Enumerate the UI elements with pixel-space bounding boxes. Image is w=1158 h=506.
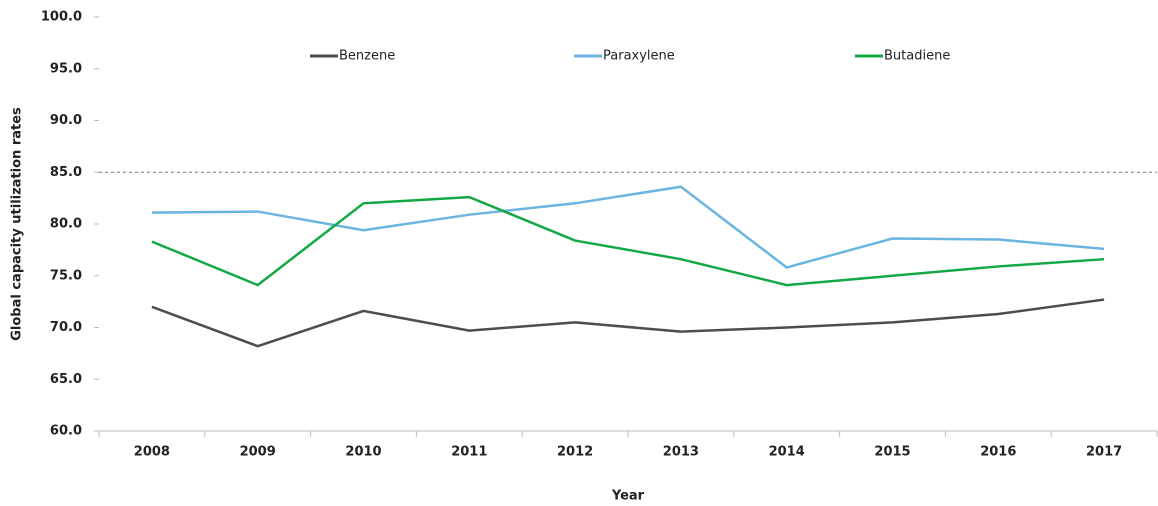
series-line	[151, 298, 1105, 348]
y-tick-label: 60.0	[50, 424, 82, 439]
y-tick-label: 75.0	[50, 268, 82, 283]
x-tick-label: 2013	[663, 445, 699, 460]
y-tick-label: 70.0	[50, 320, 82, 335]
legend-label: Butadiene	[884, 49, 950, 64]
legend-label: Benzene	[339, 49, 395, 64]
x-tick-label: 2015	[874, 445, 910, 460]
x-tick-label: 2011	[451, 445, 487, 460]
series-line	[151, 185, 1105, 269]
x-axis-label: Year	[611, 489, 645, 504]
x-tick-label: 2008	[134, 445, 170, 460]
x-tick-label: 2017	[1086, 445, 1122, 460]
y-tick-label: 90.0	[50, 113, 82, 128]
series-line	[151, 195, 1105, 287]
x-tick-label: 2012	[557, 445, 593, 460]
x-tick-label: 2014	[769, 445, 805, 460]
x-tick-label: 2010	[345, 445, 381, 460]
x-tick-label: 2016	[980, 445, 1016, 460]
y-axis-label: Global capacity utilization rates	[10, 107, 25, 341]
legend-label: Paraxylene	[603, 49, 675, 64]
y-tick-label: 80.0	[50, 217, 82, 232]
y-tick-label: 85.0	[50, 165, 82, 180]
x-tick-label: 2009	[240, 445, 276, 460]
y-tick-label: 95.0	[50, 61, 82, 76]
y-tick-label: 65.0	[50, 372, 82, 387]
y-tick-label: 100.0	[41, 10, 82, 25]
